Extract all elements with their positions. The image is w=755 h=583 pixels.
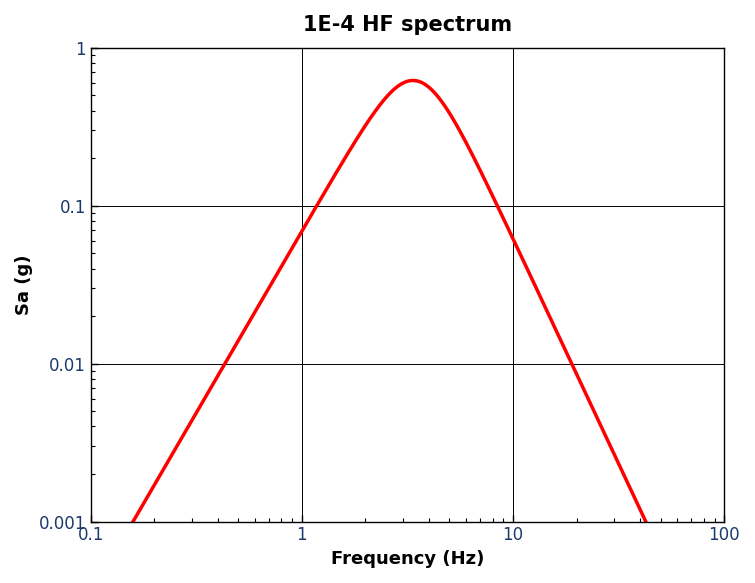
Y-axis label: Sa (g): Sa (g): [15, 254, 33, 315]
X-axis label: Frequency (Hz): Frequency (Hz): [331, 550, 484, 568]
Title: 1E-4 HF spectrum: 1E-4 HF spectrum: [303, 15, 512, 35]
